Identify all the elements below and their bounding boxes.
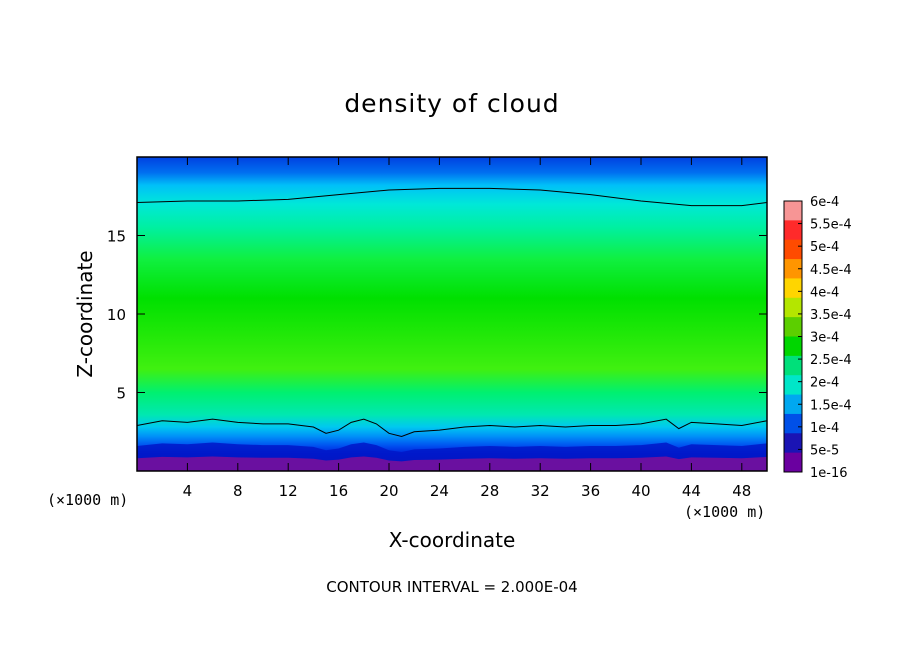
y-tick-label: 15 — [107, 228, 126, 246]
x-tick-label: 8 — [233, 482, 243, 500]
colorbar-swatch — [784, 278, 802, 299]
y-tick-label: 10 — [107, 306, 126, 324]
boundary-layer — [137, 442, 767, 471]
colorbar-swatch — [784, 297, 802, 318]
colorbar-swatch — [784, 317, 802, 337]
colorbar-swatch — [784, 355, 802, 376]
colorbar-label: 3e-4 — [810, 331, 839, 346]
boundary-layer-base — [137, 456, 767, 471]
x-axis: 4 8 12 16 20 24 28 32 36 40 44 48 — [183, 157, 751, 500]
colorbar-swatch — [784, 433, 802, 454]
x-tick-label: 4 — [183, 482, 193, 500]
colorbar-label: 5.5e-4 — [810, 218, 852, 233]
colorbar-label: 3.5e-4 — [810, 308, 852, 323]
colorbar-label: 1e-16 — [810, 466, 848, 481]
x-tick-label: 28 — [480, 482, 499, 500]
colorbar-swatch — [784, 452, 802, 473]
x-tick-label: 20 — [379, 482, 398, 500]
x-tick-label: 40 — [631, 482, 650, 500]
colorbar-label: 1e-4 — [810, 421, 839, 436]
colorbar-label: 1.5e-4 — [810, 398, 852, 413]
density-field — [137, 157, 767, 471]
x-tick-label: 48 — [732, 482, 751, 500]
x-unit-label: (×1000 m) — [684, 503, 765, 521]
colorbar-label: 2.5e-4 — [810, 353, 852, 368]
colorbar-label: 5e-5 — [810, 443, 839, 458]
colorbar-swatch — [784, 413, 802, 434]
colorbar-swatch — [784, 394, 802, 415]
x-tick-label: 36 — [581, 482, 600, 500]
colorbar-label: 4.5e-4 — [810, 263, 852, 278]
x-tick-label: 24 — [430, 482, 449, 500]
colorbar-label: 6e-4 — [810, 195, 839, 210]
x-tick-label: 16 — [329, 482, 348, 500]
colorbar: 6e-4 5.5e-4 5e-4 4.5e-4 4e-4 3.5e-4 3e-4 2.5e-4… — [783, 195, 852, 481]
y-unit-label: (×1000 m) — [47, 491, 128, 509]
colorbar-swatch — [784, 201, 802, 221]
contour-lines — [137, 187, 767, 437]
colorbar-label: 2e-4 — [810, 376, 839, 391]
x-tick-label: 44 — [682, 482, 701, 500]
y-axis-label: Z-coordinate — [73, 250, 97, 377]
colorbar-swatch — [784, 336, 802, 357]
contour-line — [137, 418, 767, 437]
colorbar-swatch — [784, 375, 802, 396]
y-tick-label: 5 — [116, 385, 126, 403]
x-tick-label: 32 — [531, 482, 550, 500]
colorbar-swatch — [784, 220, 802, 241]
contour-line — [137, 187, 767, 207]
plot-area — [136, 156, 768, 472]
x-axis-label: X-coordinate — [389, 528, 516, 552]
colorbar-swatch — [784, 259, 802, 279]
colorbar-label: 4e-4 — [810, 285, 839, 300]
x-tick-label: 12 — [279, 482, 298, 500]
colorbar-label: 5e-4 — [810, 240, 839, 255]
contour-interval-note: CONTOUR INTERVAL = 2.000E-04 — [326, 578, 577, 596]
colorbar-swatch — [784, 239, 802, 260]
chart-title: density of cloud — [344, 89, 559, 118]
y-axis: 5 10 15 — [107, 228, 767, 403]
